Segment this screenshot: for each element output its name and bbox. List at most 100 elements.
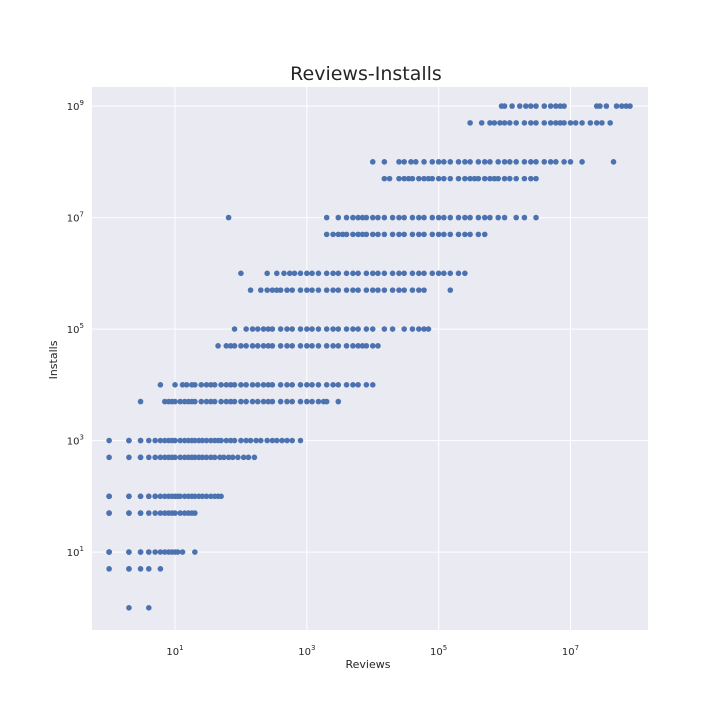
data-point <box>335 326 342 332</box>
data-point <box>455 270 462 277</box>
data-point <box>215 343 221 349</box>
data-point <box>481 231 488 238</box>
data-point <box>297 382 304 388</box>
data-point <box>335 398 342 405</box>
data-point <box>152 454 158 461</box>
data-point <box>269 398 276 405</box>
data-point <box>177 398 184 405</box>
data-point <box>396 159 402 165</box>
data-point <box>284 326 290 332</box>
data-point <box>369 382 376 388</box>
data-point <box>375 214 381 221</box>
data-point <box>513 214 519 221</box>
data-point <box>541 120 548 126</box>
data-point <box>192 454 198 461</box>
data-point <box>297 437 304 444</box>
data-point <box>177 437 184 444</box>
data-point <box>381 159 388 165</box>
data-point <box>152 493 158 500</box>
y-tick-label: 103 <box>67 434 84 448</box>
data-point <box>203 437 210 444</box>
data-point <box>315 382 322 388</box>
data-point <box>487 159 493 165</box>
data-point <box>309 326 315 332</box>
data-point <box>238 382 244 388</box>
data-point <box>401 326 408 332</box>
data-point <box>145 605 152 611</box>
data-point <box>533 120 539 126</box>
data-point <box>157 510 164 516</box>
data-point <box>323 287 330 293</box>
data-point <box>441 175 447 182</box>
data-point <box>260 326 267 332</box>
data-point <box>284 398 290 405</box>
data-point <box>231 382 238 388</box>
data-point <box>487 120 493 126</box>
data-point <box>462 231 468 238</box>
data-point <box>106 454 112 461</box>
data-point <box>192 437 198 444</box>
data-point <box>421 326 427 332</box>
data-point <box>375 231 381 238</box>
data-point <box>172 398 178 405</box>
data-point <box>475 175 482 182</box>
data-point <box>192 382 198 388</box>
data-point <box>231 343 238 349</box>
data-point <box>137 493 144 500</box>
data-point <box>363 343 370 349</box>
data-point <box>264 437 270 444</box>
data-point <box>389 326 396 332</box>
data-point <box>269 326 276 332</box>
data-point <box>579 120 585 126</box>
data-point <box>277 287 284 293</box>
data-point <box>323 343 330 349</box>
data-point <box>401 231 408 238</box>
data-point <box>447 214 454 221</box>
data-point <box>323 270 330 277</box>
data-point <box>369 287 376 293</box>
data-point <box>475 159 482 165</box>
data-point <box>435 175 442 182</box>
data-point <box>238 398 244 405</box>
data-point <box>408 159 414 165</box>
data-point <box>315 326 322 332</box>
data-point <box>409 231 416 238</box>
data-point <box>277 398 284 405</box>
data-point <box>501 175 508 182</box>
data-point <box>254 343 261 349</box>
data-point <box>421 159 427 165</box>
data-point <box>137 510 144 516</box>
data-point <box>309 270 315 277</box>
data-point <box>211 454 218 461</box>
data-point <box>309 287 315 293</box>
data-point <box>501 214 508 221</box>
data-point <box>289 437 296 444</box>
data-point <box>343 270 350 277</box>
data-point <box>289 382 296 388</box>
data-point <box>243 398 249 405</box>
data-point <box>516 103 523 109</box>
data-point <box>247 287 254 293</box>
data-point <box>599 120 605 126</box>
data-point <box>513 175 519 182</box>
data-point <box>593 120 600 126</box>
x-tick-label: 103 <box>298 644 315 658</box>
data-point <box>435 270 442 277</box>
data-point <box>223 398 230 405</box>
data-point <box>363 231 370 238</box>
data-point <box>304 382 310 388</box>
data-point <box>381 175 388 182</box>
plot-area <box>92 87 648 630</box>
data-point <box>355 382 361 388</box>
data-point <box>350 270 356 277</box>
data-point <box>369 231 376 238</box>
y-axis-ticks: 101 103 105 107 109 <box>67 99 84 559</box>
data-point <box>243 326 249 332</box>
data-point <box>481 214 488 221</box>
data-point <box>381 287 388 293</box>
data-point <box>447 175 454 182</box>
data-point <box>381 326 388 332</box>
data-point <box>145 454 152 461</box>
data-point <box>467 159 473 165</box>
data-point <box>375 287 381 293</box>
